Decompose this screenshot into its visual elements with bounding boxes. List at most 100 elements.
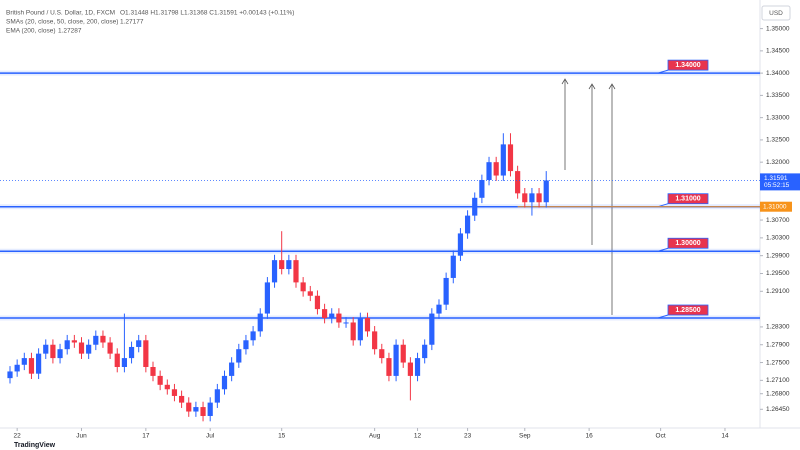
candle-body [200, 407, 206, 416]
candle-body [279, 260, 285, 270]
candle-body [372, 331, 378, 350]
y-tick-label: 1.26450 [766, 406, 790, 413]
candle-body [114, 353, 120, 367]
candle-body [529, 193, 535, 203]
candle-body [436, 304, 442, 314]
candle-body [536, 193, 542, 203]
x-tick-label: 14 [721, 433, 729, 440]
candle-body [307, 291, 313, 296]
y-tick-label: 1.30700 [766, 217, 790, 224]
currency[interactable]: USD [769, 10, 783, 17]
candle-body [336, 313, 342, 323]
candle-body [393, 344, 399, 376]
candle-body [271, 260, 278, 283]
y-tick-label: 1.28300 [766, 324, 790, 331]
candle-body [257, 313, 263, 332]
indicator-value: 1.27177 [120, 19, 144, 26]
arrow-head [561, 78, 569, 85]
countdown: 05:52:15 [764, 182, 790, 189]
candle-body [57, 349, 63, 359]
indicator-value: 1.27287 [58, 28, 82, 35]
x-tick-label: Oct [656, 433, 666, 440]
candle-body [250, 331, 256, 341]
x-tick-label: Sep [519, 433, 531, 440]
x-tick-label: 12 [414, 433, 422, 440]
candle-body [486, 162, 492, 180]
y-tick-label: 1.33500 [766, 92, 790, 99]
candle-body [443, 277, 449, 305]
candle-body [429, 313, 435, 345]
level-label-box [667, 237, 709, 249]
candle-body [121, 358, 128, 367]
candle-body [236, 349, 242, 363]
symbol: British Pound / U.S. Dollar, 1D, FXCM [6, 10, 115, 17]
level-label-box [667, 59, 709, 71]
candle-body [464, 215, 471, 234]
alert-label-box [760, 201, 792, 212]
candle-body [407, 362, 413, 376]
y-tick-label: 1.29100 [766, 288, 790, 295]
candle-body [364, 318, 371, 332]
candle-body [107, 342, 113, 354]
x-tick-label: 22 [14, 433, 22, 440]
y-tick-label: 1.26800 [766, 390, 790, 397]
level-label: 1.30000 [675, 240, 700, 247]
candle-body [136, 340, 142, 347]
candle-body [386, 358, 392, 376]
candle-body [400, 344, 406, 363]
candle-body [314, 295, 321, 310]
x-tick-label: Jun [76, 433, 87, 440]
candle-body [186, 402, 192, 412]
candle-body [143, 340, 149, 367]
candle-body [43, 344, 49, 354]
candle-body [450, 255, 456, 278]
indicator-name: EMA (200, close) [6, 28, 56, 35]
y-tick-label: 1.35000 [766, 25, 790, 32]
candle-body [350, 322, 356, 341]
candle-body [229, 362, 235, 376]
candle-body [164, 384, 170, 390]
candle-body [214, 389, 220, 403]
x-tick-label: Aug [369, 433, 381, 440]
candle-body [178, 395, 185, 403]
candle-body [86, 344, 92, 354]
candle-body [379, 349, 385, 359]
drawings [561, 78, 616, 315]
candle-body [515, 171, 521, 194]
arrow-head [608, 83, 616, 90]
alert-label: 1.31000 [763, 203, 787, 210]
candle-body [507, 144, 514, 172]
level-connector [657, 247, 669, 252]
candle-body [321, 309, 328, 319]
y-tick-label: 1.30300 [766, 235, 790, 242]
level-label-box [667, 193, 709, 205]
candle-body [300, 282, 306, 292]
candle-body [414, 358, 421, 376]
y-tick-label: 1.32000 [766, 159, 790, 166]
candle-body [543, 180, 549, 203]
y-tick-label: 1.27900 [766, 341, 790, 348]
candle-body [100, 335, 106, 343]
y-tick-label: 1.27500 [766, 359, 790, 366]
candle-body [14, 364, 20, 372]
y-tick-label: 1.27100 [766, 377, 790, 384]
level-connector [657, 314, 669, 319]
currency-box[interactable] [761, 5, 791, 21]
level-label: 1.31000 [675, 196, 700, 203]
level-connector [657, 69, 669, 74]
x-tick-label: Jul [206, 433, 215, 440]
level-label-box [667, 304, 709, 316]
candle-body [357, 318, 363, 341]
candle-body [150, 366, 156, 376]
candle-body [207, 402, 213, 416]
candle-body [78, 342, 85, 354]
last-price-box [760, 173, 800, 191]
candle-body [171, 389, 178, 396]
ohlc: O1.31448 H1.31798 L1.31368 C1.31591 +0.0… [120, 10, 294, 17]
candle-body [128, 346, 135, 359]
candle-body [422, 344, 428, 359]
candle-body [71, 340, 77, 343]
candle-body [21, 358, 27, 365]
